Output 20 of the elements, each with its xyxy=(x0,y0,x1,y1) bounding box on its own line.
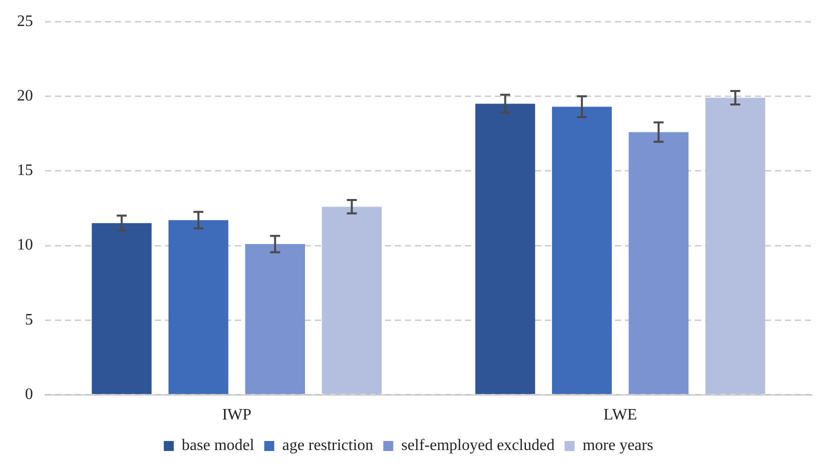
y-tick-label: 25 xyxy=(17,12,33,30)
y-tick-label: 20 xyxy=(17,87,33,104)
x-tick-label: LWE xyxy=(604,406,637,424)
bar xyxy=(322,206,382,394)
bar xyxy=(92,223,152,394)
legend-label: base model xyxy=(182,437,255,454)
y-tick-label: 5 xyxy=(25,311,33,328)
bar xyxy=(628,132,689,394)
bar xyxy=(705,98,766,394)
legend-label: age restriction xyxy=(282,437,374,454)
y-tick-label: 0 xyxy=(25,386,33,404)
bar xyxy=(168,220,228,394)
x-tick-label: IWP xyxy=(222,406,252,424)
bar xyxy=(245,244,306,394)
y-tick-label: 10 xyxy=(17,236,33,254)
bar xyxy=(475,104,536,394)
legend-label: more years xyxy=(582,437,654,454)
legend-label: self-employed excluded xyxy=(401,437,555,454)
bar xyxy=(552,106,612,394)
y-tick-label: 15 xyxy=(17,162,33,180)
